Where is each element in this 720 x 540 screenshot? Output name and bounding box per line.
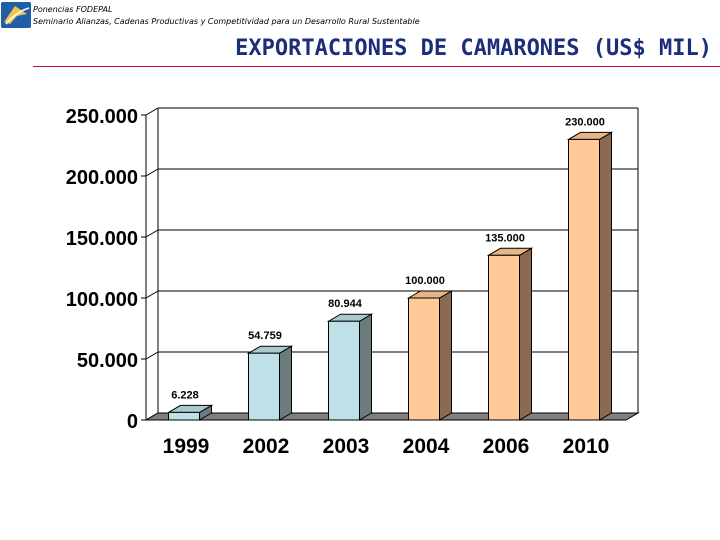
data-label-2006: 135.000 (485, 232, 525, 244)
bar-2010 (568, 138, 600, 421)
bar-side-2003 (359, 313, 372, 421)
gridline-diag-1 (145, 351, 159, 360)
y-tick-label-3: 150.000 (66, 228, 138, 250)
y-tick-label-2: 100.000 (66, 289, 138, 311)
header-line-1: Ponencias FODEPAL (33, 5, 113, 14)
x-tick-label-2003: 2003 (323, 435, 370, 458)
bar-1999 (168, 411, 200, 421)
x-tick-label-2006: 2006 (483, 435, 530, 458)
plot-back-wall (158, 108, 638, 413)
x-tick-label-2002: 2002 (243, 435, 290, 458)
gridline-diag-4 (145, 168, 159, 177)
title-divider (33, 66, 720, 67)
y-tick-label-0: 0 (127, 411, 138, 433)
bar-side-2010 (599, 131, 612, 421)
page-title: EXPORTACIONES DE CAMARONES (US$ MIL) (235, 36, 712, 61)
fodepal-logo-icon (1, 2, 31, 28)
x-tick-label-2004: 2004 (403, 435, 450, 458)
gridline-diag-2 (145, 290, 159, 299)
data-label-2004: 100.000 (405, 275, 445, 287)
bar-2002 (248, 352, 280, 421)
gridline-diag-5 (145, 107, 159, 116)
bar-2004 (408, 297, 440, 421)
y-tick-label-5: 250.000 (66, 106, 138, 128)
data-label-1999: 6.228 (171, 389, 199, 401)
bar-2006 (488, 254, 520, 421)
x-tick-label-2010: 2010 (563, 435, 610, 458)
y-tick-label-4: 200.000 (66, 167, 138, 189)
x-tick-label-1999: 1999 (163, 435, 210, 458)
data-label-2010: 230.000 (565, 116, 605, 128)
data-label-2002: 54.759 (248, 330, 282, 342)
bar-2003 (328, 320, 360, 421)
header-line-2: Seminario Alianzas, Cadenas Productivas … (33, 17, 420, 26)
chart-floor (144, 412, 640, 421)
data-label-2003: 80.944 (328, 298, 363, 310)
bar-side-2004 (439, 290, 452, 421)
y-tick-label-1: 50.000 (77, 350, 138, 372)
bar-side-2006 (519, 247, 532, 421)
gridline-diag-3 (145, 229, 159, 238)
bar-side-2002 (279, 345, 292, 421)
